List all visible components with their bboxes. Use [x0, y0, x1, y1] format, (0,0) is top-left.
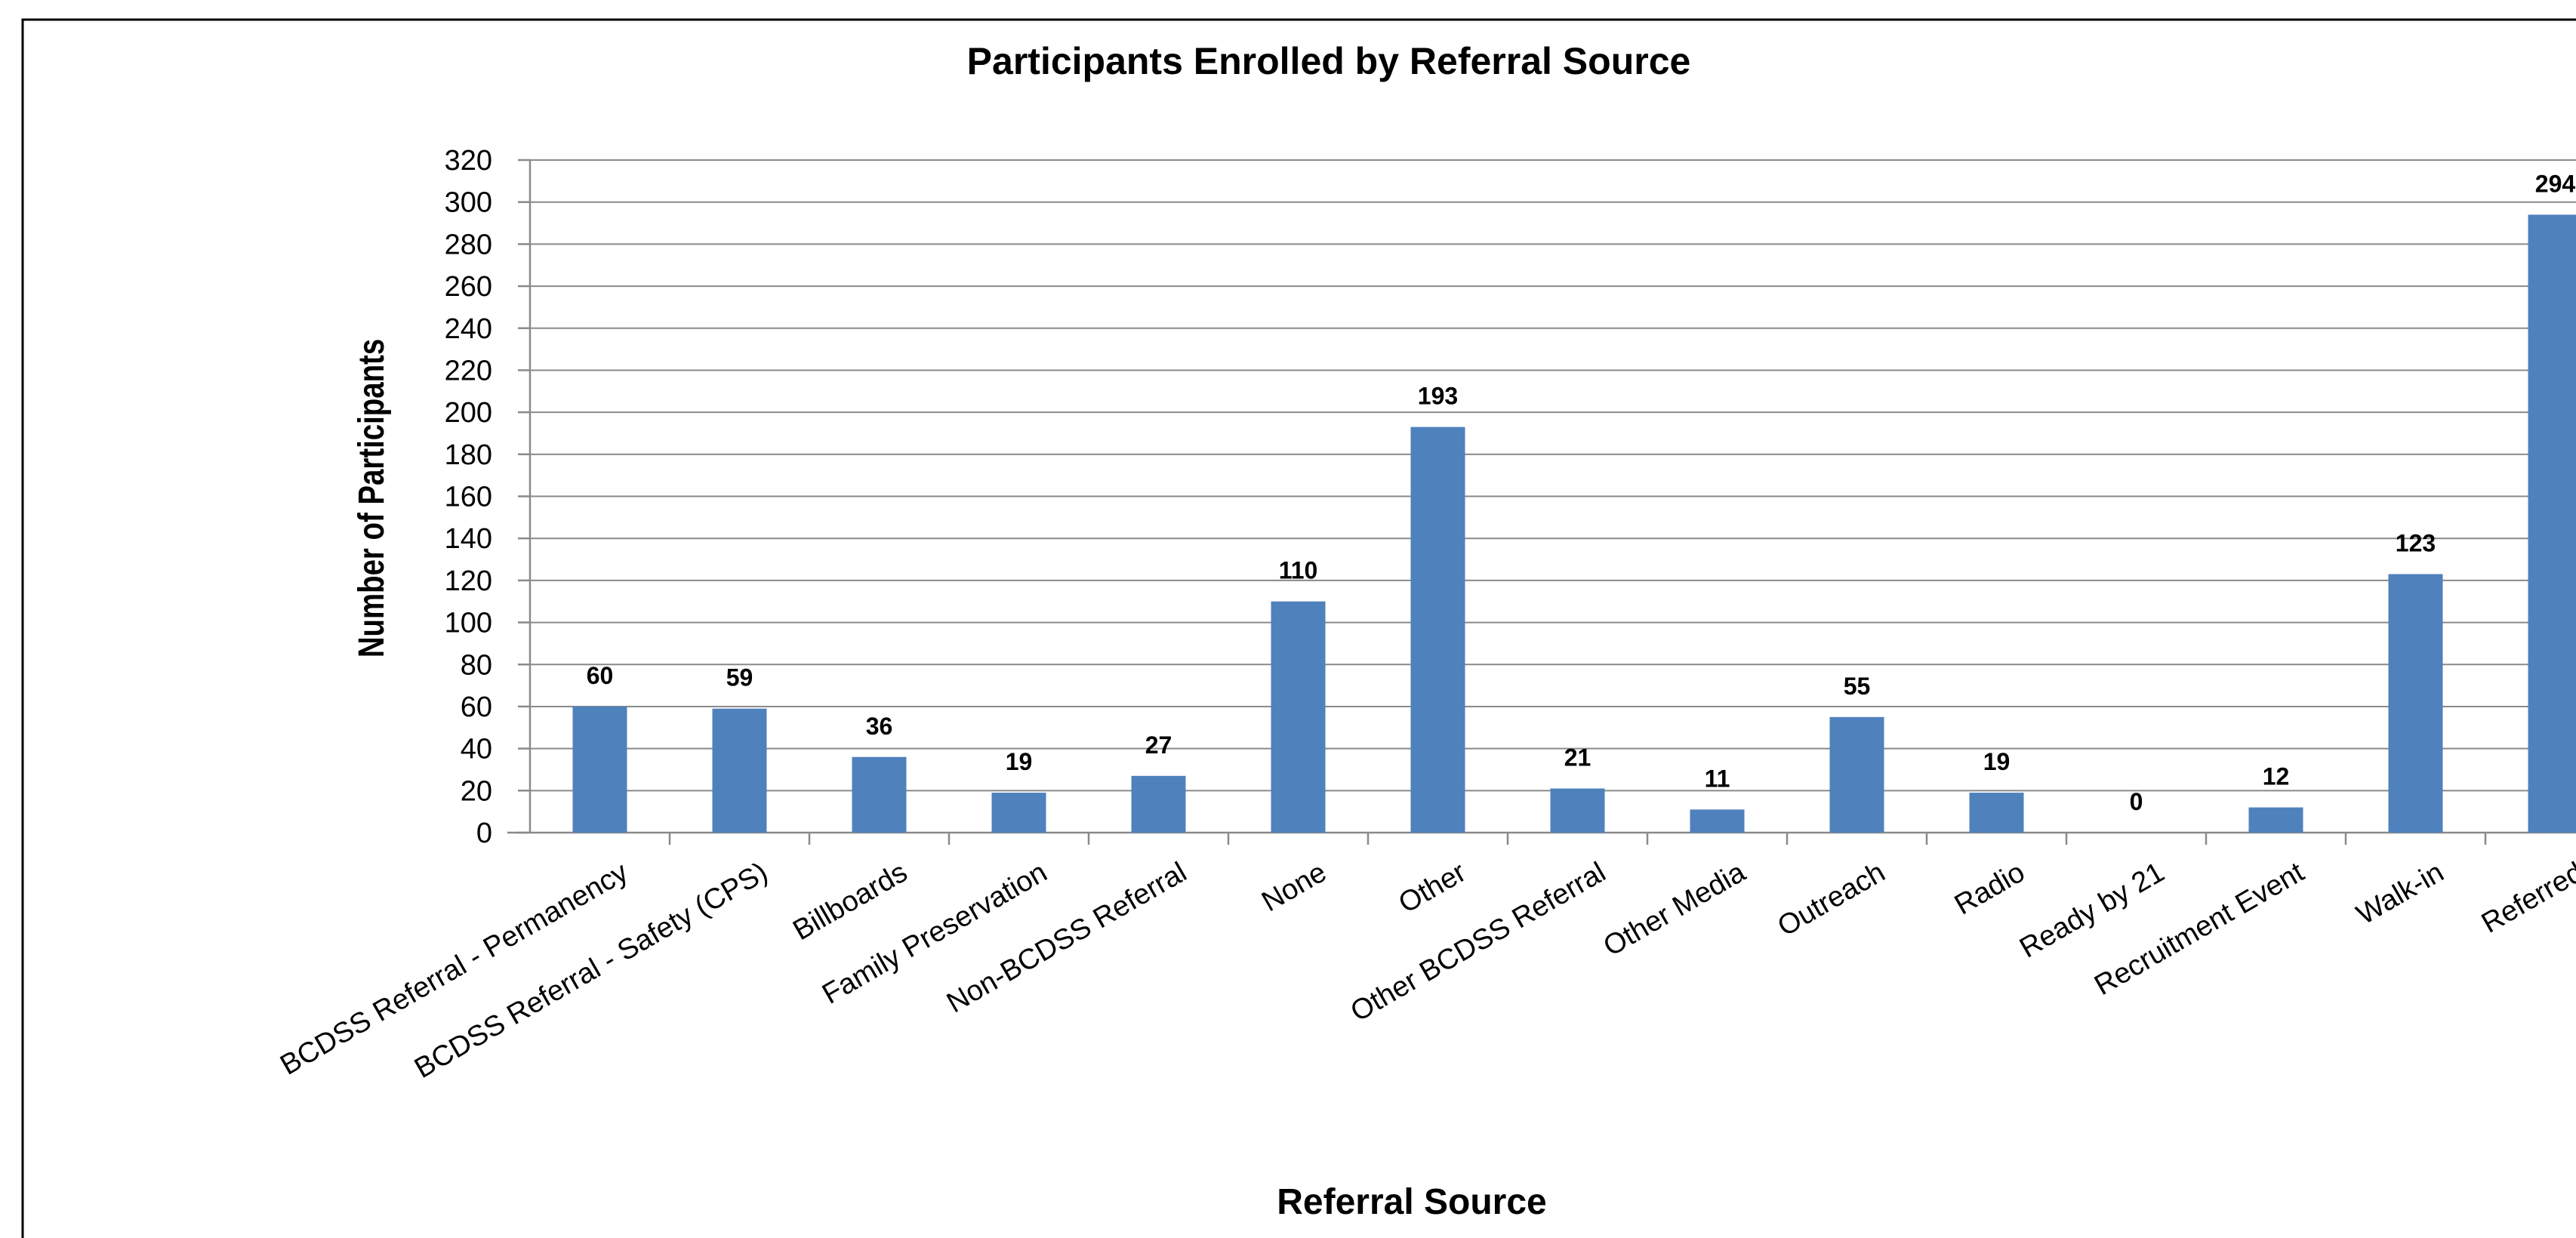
bar: [852, 756, 907, 833]
bar: [1271, 601, 1326, 833]
data-label: 294: [2535, 170, 2576, 197]
data-label: 55: [1844, 673, 1871, 700]
bar: [1829, 716, 1884, 833]
category-label: Other: [1394, 856, 1472, 919]
data-label: 110: [1279, 557, 1318, 584]
y-tick-label: 180: [445, 439, 492, 471]
y-tick-label: 280: [445, 229, 492, 260]
data-label: 193: [1418, 383, 1458, 410]
data-label: 123: [2396, 530, 2436, 557]
data-label: 12: [2263, 763, 2290, 790]
gridlines: [507, 159, 2576, 834]
category-label: Non-BCDSS Referral: [941, 856, 1192, 1019]
category-label: Family Preservation: [817, 856, 1052, 1010]
bar: [712, 708, 767, 833]
y-tick-label: 100: [445, 608, 492, 639]
y-tick-label: 20: [461, 775, 492, 807]
data-label: 36: [866, 713, 893, 740]
bars: [572, 214, 2576, 833]
y-tick-label: 120: [445, 565, 492, 597]
bar: [991, 793, 1046, 833]
y-tick-label: 260: [445, 271, 492, 303]
category-label: Referred: [2476, 856, 2576, 939]
data-label: 21: [1564, 744, 1592, 771]
chart-title: Participants Enrolled by Referral Source: [967, 40, 1691, 82]
bar: [1550, 788, 1605, 833]
bar: [1690, 809, 1745, 833]
x-tick-marks: [668, 833, 2487, 845]
bar: [1969, 793, 2024, 833]
y-tick-label: 200: [445, 397, 492, 429]
y-tick-label: 40: [461, 734, 492, 765]
chart-border: [21, 18, 2576, 1238]
data-label: 19: [1006, 748, 1033, 775]
x-axis-title: Referral Source: [1277, 1182, 1547, 1222]
y-tick-label: 320: [445, 145, 492, 177]
y-tick-label: 160: [445, 482, 492, 513]
data-label: 59: [726, 664, 753, 691]
y-tick-label: 80: [461, 649, 492, 681]
data-label: 0: [2130, 788, 2143, 815]
category-label: Other Media: [1598, 856, 1752, 962]
category-label: Walk-in: [2352, 856, 2449, 931]
y-tick-label: 240: [445, 313, 492, 345]
y-axis-title: Number of Participants: [352, 339, 392, 657]
data-label: 60: [587, 662, 614, 689]
category-label: Radio: [1949, 856, 2030, 921]
data-label: 19: [1983, 748, 2011, 775]
category-label: Billboards: [787, 856, 913, 947]
y-tick-label: 0: [476, 818, 492, 849]
bar: [2248, 807, 2303, 833]
category-label: Outreach: [1773, 856, 1890, 943]
y-tick-label: 300: [445, 187, 492, 219]
y-tick-label: 220: [445, 355, 492, 386]
data-label: 11: [1705, 765, 1730, 792]
category-label: Other BCDSS Referral: [1345, 856, 1611, 1027]
data-label: 27: [1145, 731, 1172, 759]
category-label: None: [1256, 856, 1332, 918]
bar: [572, 706, 627, 833]
bar: [1410, 427, 1465, 833]
bar: [2528, 214, 2576, 833]
bar: [1131, 775, 1186, 833]
y-tick-label: 140: [445, 523, 492, 555]
data-labels: 60 59 36 19 27 110 193 21 11 55 19 0 12 123 294: [587, 170, 2576, 815]
y-tick-label: 60: [461, 691, 492, 723]
y-tick-labels: 0 20 40 60 80 100 120 140 160 180 200 220 240 260 280 3…: [445, 145, 492, 849]
bar: [2388, 574, 2443, 833]
